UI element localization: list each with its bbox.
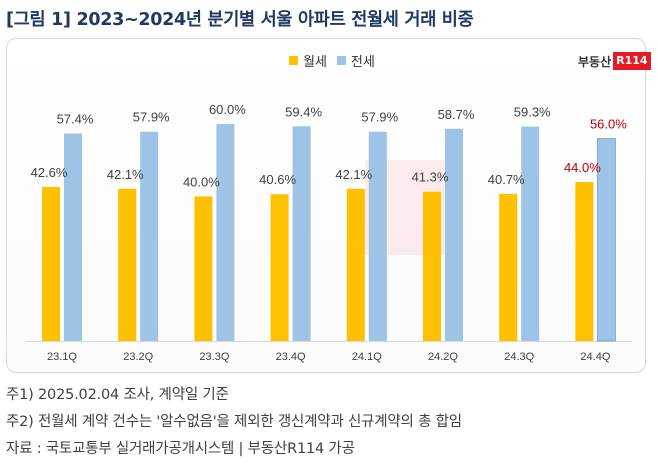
label-jeonse-24.2Q: 58.7%: [438, 107, 475, 122]
bar-jeonse-24.3Q: [521, 126, 540, 342]
x-tick-24.1Q: 24.1Q: [352, 351, 382, 363]
bar-jeonse-23.4Q: [292, 126, 311, 341]
legend-item-jeonse: 전세: [336, 51, 375, 70]
bar-jeonse-24.2Q: [445, 128, 463, 341]
x-tick-23.1Q: 23.1Q: [47, 351, 77, 363]
bar-wolse-23.1Q: [42, 187, 60, 341]
label-jeonse-23.3Q: 60.0%: [209, 102, 246, 117]
x-tick-24.4Q: 24.4Q: [580, 351, 610, 363]
label-wolse-24.4Q: 44.0%: [564, 160, 601, 175]
x-tick-24.3Q: 24.3Q: [504, 351, 534, 363]
label-jeonse-23.1Q: 57.4%: [57, 111, 94, 126]
legend-item-wolse: 월세: [289, 51, 327, 70]
footnotes: 주1) 2025.02.04 조사, 계약일 기준 주2) 전월세 계약 건수는…: [6, 382, 462, 463]
label-jeonse-24.4Q: 56.0%: [590, 117, 627, 132]
label-jeonse-24.1Q: 57.9%: [361, 110, 398, 125]
bar-jeonse-23.2Q: [140, 131, 159, 341]
x-tick-23.4Q: 23.4Q: [276, 351, 306, 363]
legend-label-jeonse: 전세: [350, 55, 375, 70]
bar-jeonse-24.4Q: [596, 138, 616, 342]
legend-label-wolse: 월세: [303, 55, 327, 70]
logo-text: 부동산: [578, 54, 612, 69]
legend: 월세 전세: [289, 51, 385, 70]
bar-wolse-24.1Q: [346, 188, 365, 341]
label-wolse-23.4Q: 40.6%: [259, 172, 296, 187]
label-jeonse-24.3Q: 59.3%: [514, 105, 551, 120]
bar-jeonse-23.3Q: [216, 124, 235, 341]
brand-logo: 부동산 R114: [578, 51, 651, 71]
bar-wolse-23.2Q: [118, 188, 137, 341]
label-wolse-24.3Q: 40.7%: [488, 172, 525, 187]
bar-jeonse-24.1Q: [368, 131, 387, 341]
bar-wolse-23.4Q: [270, 194, 289, 341]
x-tick-23.2Q: 23.2Q: [123, 351, 153, 363]
bar-jeonse-23.1Q: [64, 133, 82, 341]
label-wolse-23.3Q: 40.0%: [183, 174, 220, 189]
label-wolse-24.2Q: 41.3%: [412, 170, 449, 185]
label-jeonse-23.4Q: 59.4%: [285, 104, 322, 119]
footnote-source: 자료 : 국토교통부 실거래가공개시스템 | 부동산R114 가공: [6, 441, 355, 457]
label-jeonse-23.2Q: 57.9%: [133, 110, 170, 125]
x-tick-24.2Q: 24.2Q: [428, 351, 458, 363]
footnote-1: 주1) 2025.02.04 조사, 계약일 기준: [6, 387, 229, 403]
chart-title: [그림 1] 2023~2024년 분기별 서울 아파트 전월세 거래 비중: [6, 10, 474, 30]
footnote-2: 주2) 전월세 계약 건수는 '알수없음'을 제외한 갱신계약과 신규계약의 총…: [6, 414, 462, 430]
legend-swatch-wolse: [289, 56, 298, 65]
x-tick-23.3Q: 23.3Q: [199, 351, 229, 363]
label-wolse-23.2Q: 42.1%: [107, 167, 144, 182]
logo-box: R114: [613, 52, 651, 70]
legend-swatch-jeonse: [336, 56, 346, 65]
bar-wolse-24.3Q: [499, 193, 518, 341]
label-wolse-24.1Q: 42.1%: [335, 167, 372, 182]
bar-wolse-24.2Q: [423, 191, 441, 341]
label-wolse-23.1Q: 42.6%: [31, 165, 68, 180]
bar-wolse-24.4Q: [575, 181, 594, 341]
bar-wolse-23.3Q: [194, 196, 213, 341]
